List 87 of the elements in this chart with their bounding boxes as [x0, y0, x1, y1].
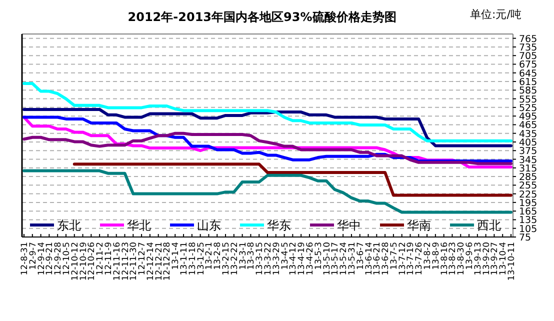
legend-label: 华南: [407, 218, 431, 232]
legend-label: 东北: [57, 218, 81, 232]
y-tick-label: 375: [519, 146, 538, 158]
x-tick-label: 13-6-21: [372, 242, 383, 276]
x-tick-label: 12-11-16: [112, 242, 122, 281]
y-tick-label: 465: [519, 120, 538, 132]
y-tick-label: 765: [519, 34, 538, 45]
legend-label: 华中: [337, 218, 361, 232]
x-tick-label: 12-10-12: [70, 242, 80, 281]
x-tick-label: 13-4-19: [297, 242, 308, 276]
x-tick-label: 12-11-23: [120, 242, 131, 281]
x-tick-label: 12-11-2: [96, 242, 106, 276]
x-tick-label: 13-8-9: [431, 242, 442, 270]
x-tick-label: 13-8-16: [440, 242, 450, 276]
x-tick-label: 12-10-26: [87, 242, 98, 281]
y-tick-label: 195: [519, 198, 538, 209]
y-tick-label: 525: [519, 102, 538, 114]
x-tick-label: 13-1-4: [171, 242, 182, 270]
x-tick-label: 13-1-11: [180, 242, 190, 276]
x-tick-label: 13-1-25: [196, 242, 206, 276]
x-tick-label: 13-3-1: [238, 242, 248, 270]
x-tick-label: 13-3-15: [255, 242, 266, 276]
x-tick-label: 13-7-19: [406, 242, 416, 276]
y-tick-label: 645: [519, 68, 538, 80]
x-tick-label: 12-10-5: [62, 242, 72, 276]
x-tick-label: 12-8-31: [20, 242, 30, 276]
x-tick-label: 13-8-23: [448, 242, 458, 276]
y-tick-label: 225: [519, 189, 538, 200]
x-tick-label: 12-11-9: [104, 242, 114, 276]
y-tick-label: 315: [519, 163, 538, 174]
x-tick-label: 13-9-13: [473, 242, 484, 276]
x-tick-label: 13-6-28: [381, 242, 392, 276]
y-tick-label: 675: [519, 60, 538, 71]
x-tick-label: 13-10-4: [498, 242, 509, 276]
y-tick-label: 105: [519, 224, 538, 235]
y-tick-label: 135: [519, 215, 538, 226]
x-tick-label: 13-5-31: [347, 242, 358, 276]
x-tick-label: 13-3-29: [272, 242, 282, 276]
x-tick-label: 12-9-21: [45, 242, 56, 276]
x-tick-label: 13-9-6: [465, 242, 476, 270]
y-tick-label: 555: [519, 94, 538, 106]
x-tick-label: 13-4-26: [305, 242, 316, 276]
x-tick-label: 13-2-1: [204, 242, 215, 270]
x-tick-label: 13-3-8: [246, 242, 257, 270]
x-tick-label: 13-7-26: [414, 242, 425, 276]
x-tick-label: 13-2-8: [213, 242, 224, 270]
x-tick-label: 12-10-19: [78, 242, 89, 281]
y-tick-label: 75: [519, 232, 532, 244]
x-tick-label: 13-9-27: [490, 242, 500, 276]
x-tick-label: 13-1-18: [188, 242, 198, 276]
x-tick-label: 13-4-5: [280, 242, 290, 270]
x-tick-label: 12-12-14: [146, 242, 156, 281]
x-tick-label: 12-9-7: [28, 242, 38, 270]
x-tick-label: 13-9-20: [482, 242, 492, 276]
x-tick-label: 13-5-24: [339, 242, 350, 276]
x-tick-label: 13-10-11: [507, 242, 517, 281]
x-tick-label: 13-3-22: [264, 242, 274, 276]
x-tick-label: 12-12-28: [162, 242, 173, 281]
title: 2012年-2013年国内各地区93%硫酸价格走势图: [128, 10, 396, 24]
y-tick-label: 585: [519, 86, 538, 97]
x-tick-label: 12-12-21: [154, 242, 164, 281]
x-tick-label: 12-9-14: [36, 242, 47, 276]
y-tick-label: 735: [519, 42, 538, 54]
y-tick-label: 255: [519, 180, 538, 192]
x-tick-label: 13-6-7: [356, 242, 366, 270]
x-tick-label: 12-11-30: [129, 242, 140, 281]
x-tick-label: 13-5-10: [322, 242, 332, 276]
x-tick-label: 13-7-5: [389, 242, 400, 270]
y-tick-label: 435: [519, 128, 538, 140]
legend-label: 山东: [197, 218, 221, 232]
annotation: 单位:元/吨: [470, 8, 522, 21]
x-tick-label: 13-8-2: [423, 242, 434, 270]
x-tick-label: 13-6-14: [364, 242, 374, 276]
x-tick-label: 13-4-12: [288, 242, 299, 276]
x-tick-label: 12-12-7: [138, 242, 148, 276]
legend-label: 华北: [127, 218, 151, 232]
x-tick-label: 13-8-30: [456, 242, 467, 276]
x-tick-label: 13-5-3: [314, 242, 324, 270]
y-tick-label: 345: [519, 154, 538, 166]
legend-label: 华东: [267, 218, 291, 232]
x-tick-label: 13-2-15: [222, 242, 232, 276]
y-tick-label: 405: [519, 137, 538, 148]
x-tick-label: 13-2-22: [230, 242, 240, 276]
x-tick-label: 12-9-28: [54, 242, 64, 276]
x-tick-label: 13-5-17: [330, 242, 341, 276]
legend-label: 西北: [477, 218, 501, 232]
x-tick-label: 13-7-12: [398, 242, 408, 276]
